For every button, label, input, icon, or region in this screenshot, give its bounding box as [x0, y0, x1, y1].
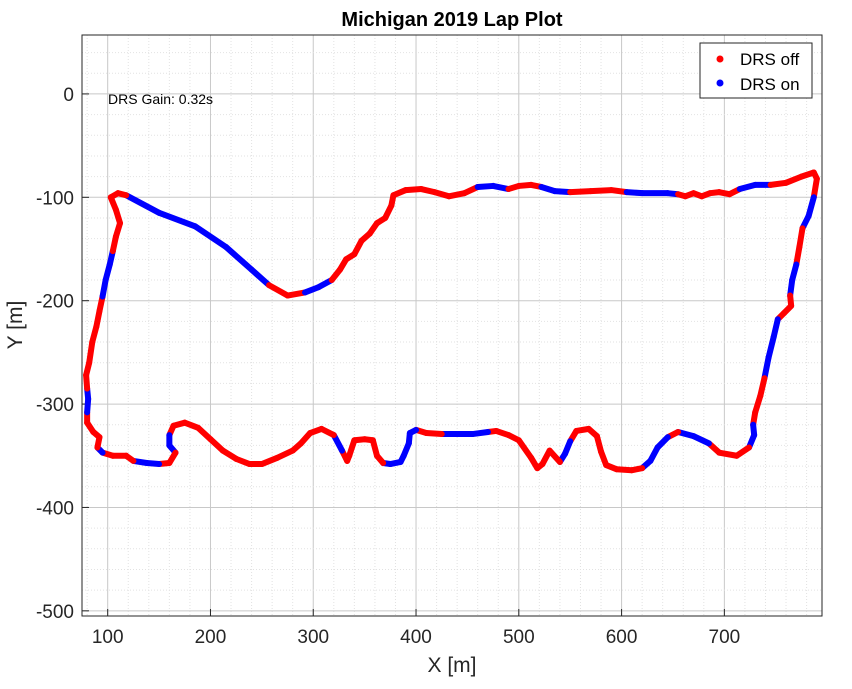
track-segment-drs-off	[757, 375, 768, 399]
y-tick-label: -500	[36, 602, 74, 623]
chart-title: Michigan 2019 Lap Plot	[341, 9, 563, 31]
track-segment-drs-off	[515, 437, 535, 461]
legend-label-drs-on: DRS on	[740, 75, 800, 94]
x-tick-label: 400	[400, 627, 432, 648]
track-segment-drs-off	[86, 339, 96, 366]
legend-marker-drs-on	[716, 79, 724, 87]
track-segment-drs-off	[796, 225, 806, 250]
track-segment-drs-on	[805, 194, 817, 219]
x-ticks: 100 200 300 400 500 600 700	[92, 609, 740, 648]
y-tick-label: -200	[36, 292, 74, 313]
y-tick-label: -300	[36, 395, 74, 416]
track-segment-drs-on	[123, 192, 163, 216]
x-tick-label: 200	[195, 627, 227, 648]
track-segment-drs-on	[248, 266, 273, 289]
track-segment-drs-on	[765, 333, 777, 361]
y-ticks: 0 -100 -200 -300 -400 -500	[36, 85, 89, 623]
y-tick-label: -400	[36, 498, 74, 519]
y-tick-label: 0	[63, 85, 74, 106]
track-segment-drs-on	[192, 223, 229, 250]
x-axis-label: X [m]	[427, 654, 476, 677]
track-segment-drs-off	[114, 190, 130, 199]
y-tick-label: -100	[36, 188, 74, 209]
legend-label-drs-off: DRS off	[740, 50, 799, 69]
drs-gain-annotation: DRS Gain: 0.32s	[108, 91, 213, 107]
legend: DRS off DRS on	[699, 42, 813, 99]
track-segment-drs-off	[567, 188, 594, 196]
track-segment-drs-off	[266, 282, 291, 299]
axes-box	[81, 34, 823, 617]
x-tick-label: 300	[297, 627, 329, 648]
y-axis-label: Y [m]	[4, 301, 27, 350]
track-segment-drs-on	[761, 354, 772, 382]
grid	[82, 35, 822, 616]
track-segment-drs-on	[770, 316, 781, 340]
x-tick-label: 100	[92, 627, 124, 648]
x-tick-label: 700	[709, 627, 741, 648]
legend-box	[699, 42, 813, 99]
track-segment-drs-on	[222, 243, 255, 273]
x-tick-label: 600	[606, 627, 638, 648]
legend-marker-drs-off	[716, 55, 724, 63]
x-tick-label: 500	[503, 627, 535, 648]
track-segment-drs-off	[587, 187, 615, 195]
track-segment-drs-off	[810, 175, 820, 201]
track-path	[83, 169, 820, 474]
track-segment-drs-on	[156, 209, 199, 230]
